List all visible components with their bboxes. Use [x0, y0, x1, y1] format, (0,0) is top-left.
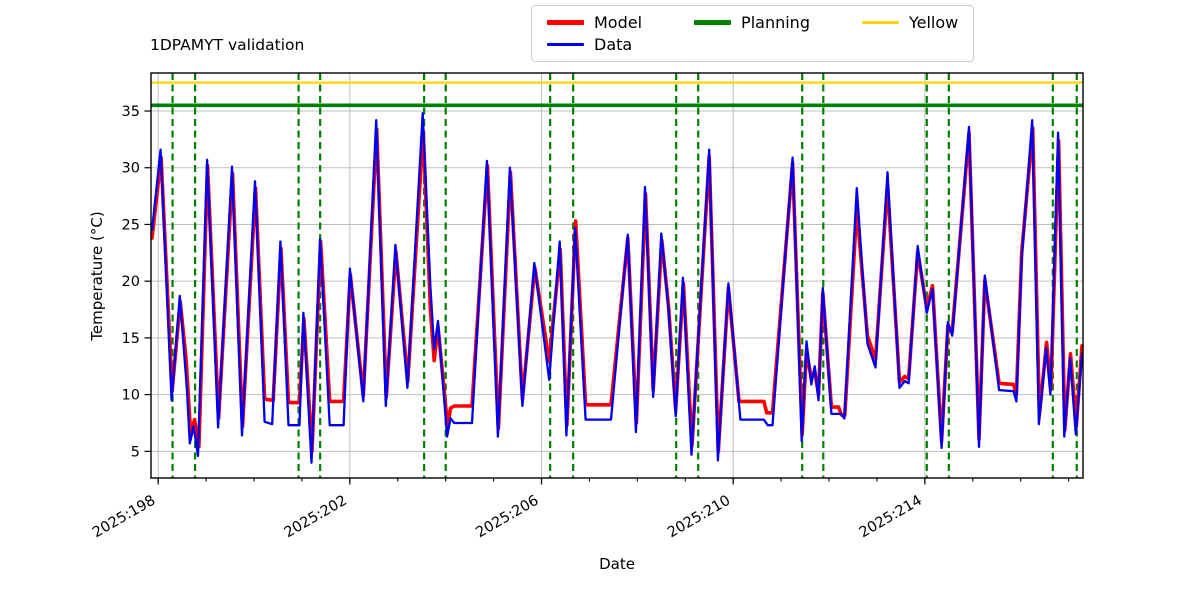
legend-item-yellow: Yellow [861, 13, 959, 32]
legend-label: Data [594, 35, 633, 54]
y-tick-label: 35 [122, 104, 140, 120]
plot-border [150, 72, 1084, 479]
y-tick-label: 20 [122, 274, 140, 290]
y-axis-label: Temperature (°C) [88, 211, 106, 341]
x-tick-label: 2025:202 [282, 493, 350, 542]
chart-title: 1DPAMYT validation [150, 36, 305, 54]
x-tick-label: 2025:206 [473, 493, 541, 542]
x-tick-label: 2025:198 [90, 493, 158, 542]
planning-line-swatch [694, 20, 732, 25]
y-tick-label: 15 [122, 331, 140, 347]
y-tick-label: 5 [131, 444, 140, 460]
legend-item-data: Data [547, 35, 642, 54]
yellow-line-swatch [861, 21, 899, 24]
legend-item-model: Model [547, 13, 642, 32]
series-data-line [150, 112, 1084, 464]
legend-label: Planning [741, 13, 810, 32]
series-model-line [150, 126, 1084, 454]
x-axis-label: Date [599, 555, 635, 573]
x-tick-label: 2025:210 [665, 493, 733, 542]
data-line-swatch [547, 43, 584, 46]
legend-label: Yellow [908, 13, 959, 32]
legend-item-planning: Planning [694, 13, 810, 32]
legend-label: Model [594, 13, 643, 32]
x-tick-label: 2025:214 [857, 493, 925, 542]
y-tick-label: 10 [122, 388, 140, 404]
legend: Model Planning Yellow Data [531, 5, 975, 62]
y-tick-label: 25 [122, 217, 140, 233]
model-line-swatch [547, 20, 584, 25]
y-tick-label: 30 [122, 161, 140, 177]
